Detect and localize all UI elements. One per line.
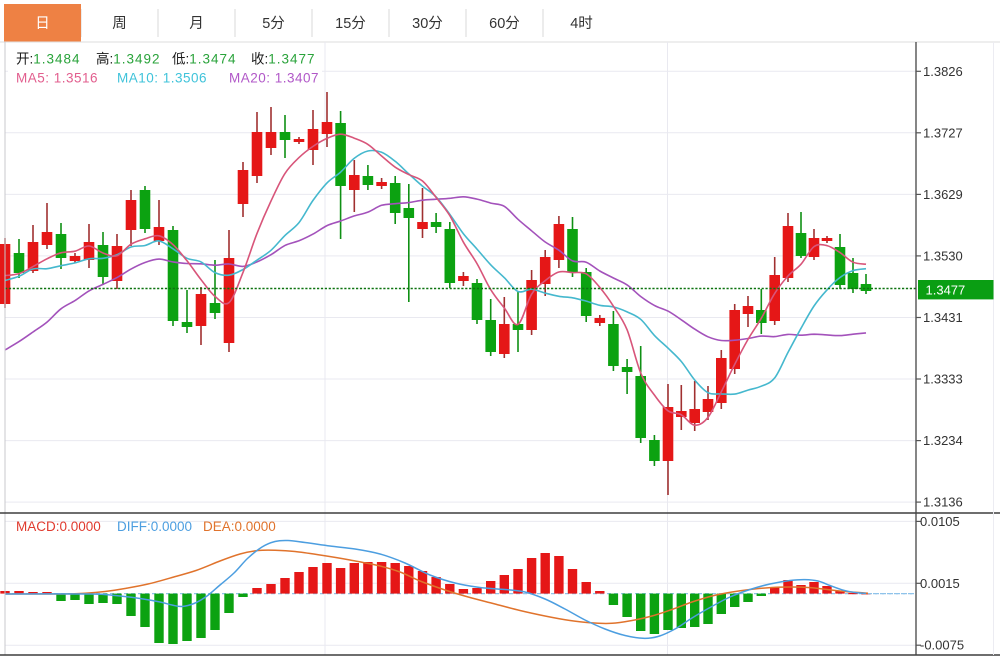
svg-text:1.3136: 1.3136 xyxy=(923,495,963,510)
svg-text:30分: 30分 xyxy=(412,15,443,32)
svg-text:1.3333: 1.3333 xyxy=(923,372,963,387)
svg-text:-0.0075: -0.0075 xyxy=(920,638,964,653)
svg-text:1.3234: 1.3234 xyxy=(923,433,963,448)
svg-text:1.3530: 1.3530 xyxy=(923,248,963,263)
svg-text:0.0105: 0.0105 xyxy=(920,514,960,529)
svg-text:日: 日 xyxy=(35,16,50,32)
svg-text:0.0015: 0.0015 xyxy=(920,576,960,591)
svg-text:周: 周 xyxy=(112,16,127,32)
svg-text:1.3477: 1.3477 xyxy=(926,282,966,297)
svg-text:1.3629: 1.3629 xyxy=(923,187,963,202)
svg-text:15分: 15分 xyxy=(335,15,366,32)
svg-text:1.3727: 1.3727 xyxy=(923,125,963,140)
svg-text:4时: 4时 xyxy=(570,15,593,32)
svg-text:5分: 5分 xyxy=(262,15,285,32)
svg-text:60分: 60分 xyxy=(489,15,520,32)
svg-text:1.3826: 1.3826 xyxy=(923,64,963,79)
svg-text:月: 月 xyxy=(189,16,204,32)
svg-text:1.3431: 1.3431 xyxy=(923,310,963,325)
